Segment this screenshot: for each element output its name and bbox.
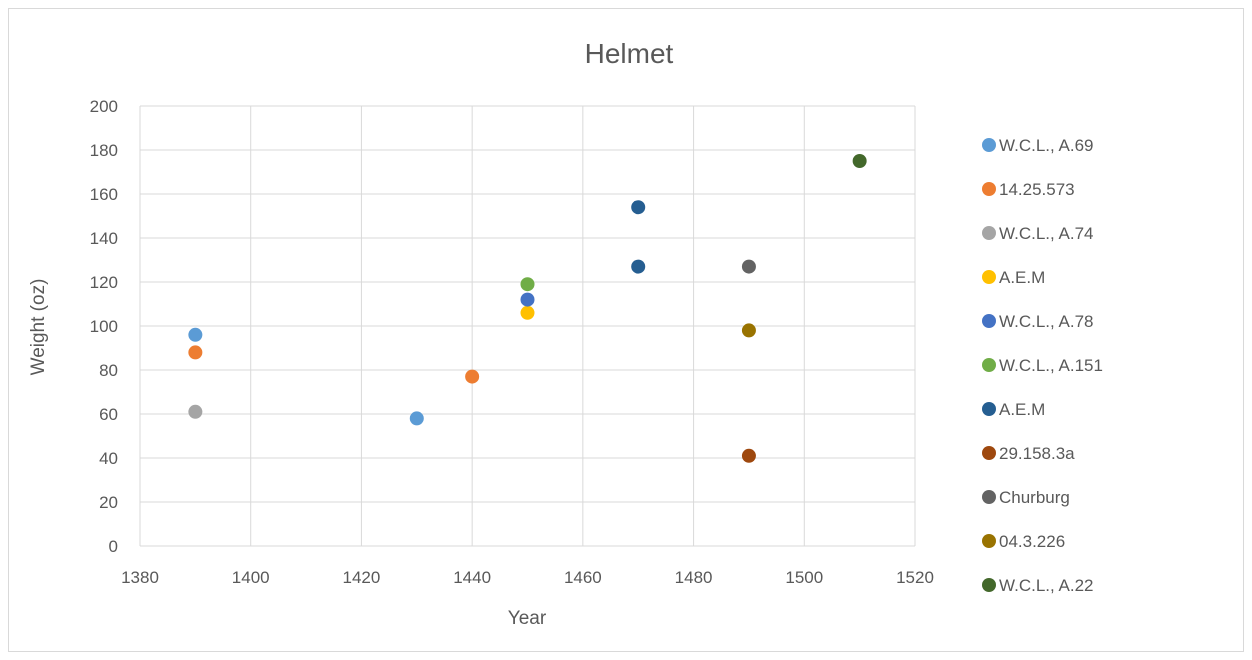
legend-label: 29.158.3a <box>999 444 1075 463</box>
data-point <box>631 259 646 274</box>
y-tick-label: 20 <box>99 493 118 512</box>
data-point <box>409 411 424 426</box>
legend-marker <box>982 358 996 372</box>
data-point <box>741 259 756 274</box>
legend-label: A.E.M <box>999 400 1045 419</box>
y-tick-label: 140 <box>90 229 118 248</box>
data-point <box>741 323 756 338</box>
legend-marker <box>982 226 996 240</box>
legend-marker <box>982 534 996 548</box>
legend-marker <box>982 490 996 504</box>
legend-marker <box>982 446 996 460</box>
legend-marker <box>982 270 996 284</box>
data-point <box>520 305 535 320</box>
chart-area <box>8 8 1244 652</box>
y-tick-label: 160 <box>90 185 118 204</box>
legend-marker <box>982 402 996 416</box>
x-tick-label: 1480 <box>675 568 713 587</box>
legend-marker <box>982 182 996 196</box>
y-tick-label: 180 <box>90 141 118 160</box>
y-tick-label: 80 <box>99 361 118 380</box>
legend-label: W.C.L., A.69 <box>999 136 1094 155</box>
legend-label: A.E.M <box>999 268 1045 287</box>
gridlines <box>139 105 916 547</box>
y-tick-label: 100 <box>90 317 118 336</box>
data-point <box>188 327 203 342</box>
legend: W.C.L., A.69 14.25.573 W.C.L., A.74 A.E.M W.… <box>982 136 1103 595</box>
legend-label: W.C.L., A.22 <box>999 576 1094 595</box>
legend-label: W.C.L., A.151 <box>999 356 1103 375</box>
y-tick-label: 0 <box>109 537 118 556</box>
chart-title: Helmet <box>585 38 674 69</box>
y-axis-label: Weight (oz) <box>28 279 49 376</box>
y-tick-label: 40 <box>99 449 118 468</box>
x-axis-label: Year <box>508 608 547 629</box>
legend-marker <box>982 138 996 152</box>
legend-label: W.C.L., A.74 <box>999 224 1094 243</box>
data-points <box>188 154 867 463</box>
data-point <box>852 154 867 168</box>
data-point <box>520 292 535 307</box>
legend-label: 04.3.226 <box>999 532 1065 551</box>
data-point <box>188 345 203 360</box>
x-tick-label: 1460 <box>564 568 602 587</box>
legend-marker <box>982 578 996 592</box>
x-tick-label: 1380 <box>121 568 159 587</box>
data-point <box>631 200 646 215</box>
legend-label: W.C.L., A.78 <box>999 312 1094 331</box>
data-point <box>465 369 480 384</box>
data-point <box>741 448 756 463</box>
y-tick-label: 120 <box>90 273 118 292</box>
y-tick-label: 60 <box>99 405 118 424</box>
legend-marker <box>982 314 996 328</box>
x-tick-label: 1400 <box>232 568 270 587</box>
data-point <box>188 404 203 419</box>
y-tick-label: 200 <box>90 97 118 116</box>
legend-label: Churburg <box>999 488 1070 507</box>
x-tick-label: 1520 <box>896 568 934 587</box>
tick-labels: 0 20 40 60 80 100 120 140 160 180 200 1380 1400 1420 1… <box>90 97 934 587</box>
x-tick-label: 1500 <box>785 568 823 587</box>
legend-label: 14.25.573 <box>999 180 1075 199</box>
x-tick-label: 1440 <box>453 568 491 587</box>
x-tick-label: 1420 <box>343 568 381 587</box>
data-point <box>520 277 535 292</box>
